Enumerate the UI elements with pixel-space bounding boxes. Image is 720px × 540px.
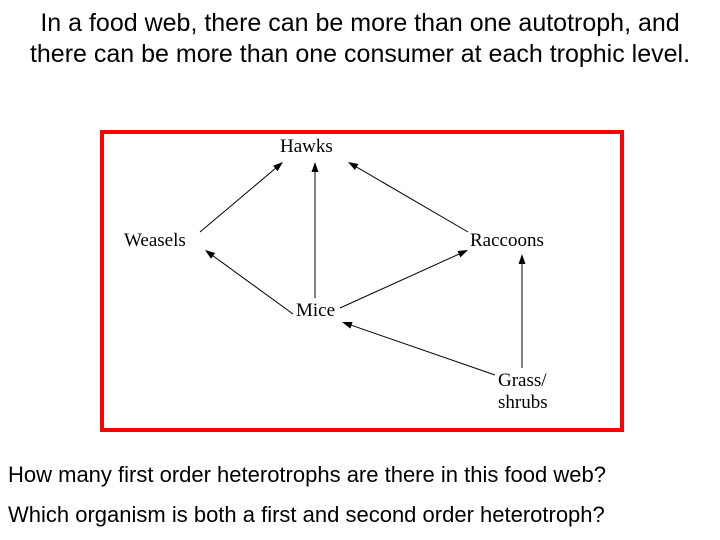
node-mice: Mice — [296, 300, 335, 322]
foodweb-arrows — [0, 0, 720, 540]
question-2: Which organism is both a first and secon… — [0, 502, 720, 528]
question-1: How many first order heterotrophs are th… — [0, 462, 720, 488]
node-hawks: Hawks — [280, 136, 333, 158]
node-raccoons: Raccoons — [470, 230, 544, 252]
node-grass: Grass/shrubs — [498, 370, 548, 414]
node-weasels: Weasels — [124, 230, 186, 252]
